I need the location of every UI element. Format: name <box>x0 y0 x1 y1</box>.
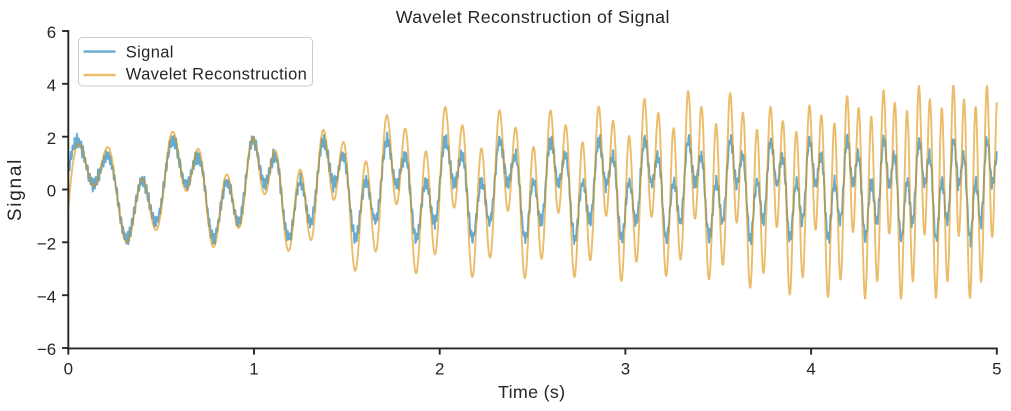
svg-text:Signal: Signal <box>126 43 174 61</box>
svg-text:4: 4 <box>47 76 56 95</box>
svg-text:3: 3 <box>621 360 630 379</box>
svg-text:1: 1 <box>249 360 258 379</box>
svg-text:0: 0 <box>64 360 73 379</box>
svg-text:Signal: Signal <box>5 158 26 221</box>
svg-text:Time (s): Time (s) <box>498 382 565 402</box>
svg-text:Wavelet Reconstruction: Wavelet Reconstruction <box>126 66 307 84</box>
svg-text:0: 0 <box>47 182 56 201</box>
svg-text:−4: −4 <box>37 287 56 306</box>
svg-text:−2: −2 <box>37 235 56 254</box>
svg-text:2: 2 <box>47 129 56 148</box>
svg-text:6: 6 <box>47 23 56 42</box>
svg-text:−6: −6 <box>37 340 56 359</box>
svg-text:2: 2 <box>435 360 444 379</box>
svg-text:Wavelet Reconstruction of Sign: Wavelet Reconstruction of Signal <box>396 7 670 27</box>
svg-text:5: 5 <box>992 360 1001 379</box>
svg-text:4: 4 <box>806 360 815 379</box>
